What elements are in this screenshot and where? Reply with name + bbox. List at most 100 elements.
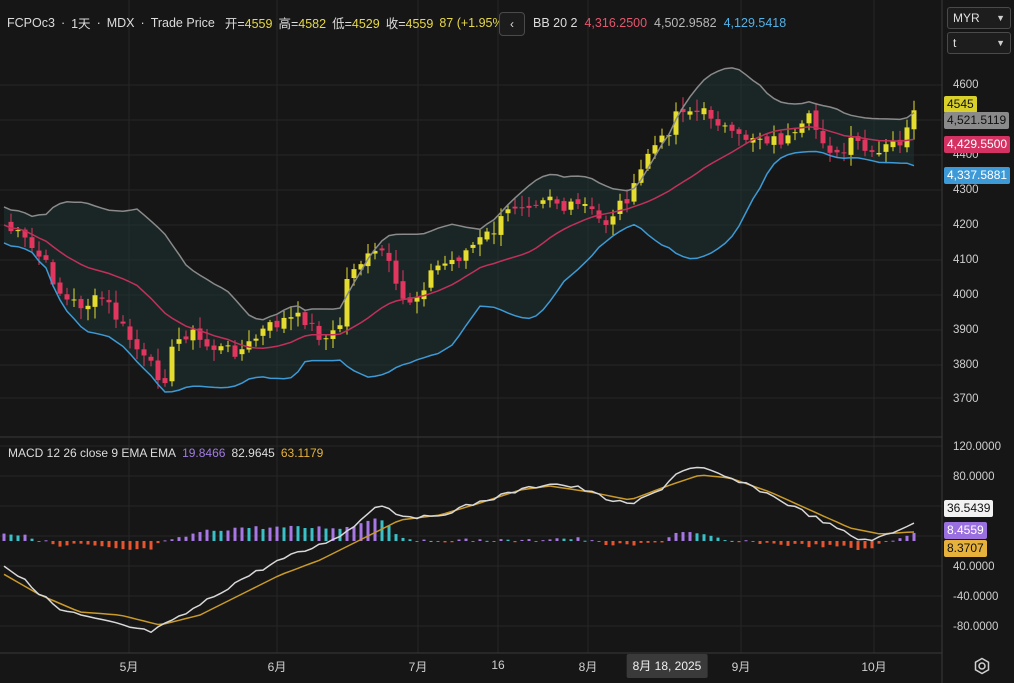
candle-body (813, 110, 819, 130)
histogram-bar (450, 541, 454, 543)
histogram-bar (597, 541, 601, 542)
histogram-bar (786, 541, 790, 546)
histogram-bar (660, 541, 664, 543)
candle-body (351, 269, 357, 279)
candle-body (484, 231, 490, 240)
candle-body (288, 317, 294, 319)
macd-axis-label: -40.0000 (953, 591, 999, 603)
candle-body (134, 339, 140, 350)
interval-label[interactable]: 1天 (71, 17, 91, 31)
candle-body (421, 290, 427, 300)
histogram-bar (149, 541, 153, 550)
histogram-bar (296, 526, 300, 541)
candle-body (449, 259, 455, 265)
histogram-bar (30, 538, 34, 541)
candle-body (827, 145, 833, 153)
bb-upper-tag: 4,521.5119 (944, 112, 1010, 129)
candle-body (883, 144, 889, 152)
candle-body (29, 237, 35, 249)
candle-body (512, 206, 518, 209)
candle-body (400, 281, 406, 299)
gear-icon[interactable] (973, 657, 991, 675)
candle-body (491, 233, 497, 235)
time-axis-label: 7月 (408, 660, 428, 674)
candle-body (295, 312, 301, 317)
price-axis-label: 4300 (953, 184, 979, 196)
unit-select[interactable]: t ▼ (947, 32, 1011, 54)
price-type-label: Trade Price (150, 15, 215, 30)
candle-body (8, 221, 14, 232)
open-value: 4559 (244, 17, 273, 31)
bollinger-band-area (4, 67, 914, 393)
candle-body (281, 317, 287, 329)
histogram-bar (275, 526, 279, 541)
histogram-bar (842, 541, 846, 546)
histogram-bar (471, 541, 475, 542)
candle-body (771, 136, 777, 145)
candle-body (785, 135, 791, 144)
currency-select[interactable]: MYR ▼ (947, 7, 1011, 29)
candle-body (869, 150, 875, 152)
macd-label[interactable]: MACD 12 26 close 9 EMA EMA (8, 446, 177, 460)
histogram-bar (758, 541, 762, 544)
open-label: 开= (224, 17, 245, 31)
candle-body (428, 270, 434, 288)
histogram-bar (849, 541, 853, 548)
candle-body (183, 336, 189, 340)
histogram-bar (863, 541, 867, 549)
histogram-bar (247, 527, 251, 541)
signal-line (3, 474, 915, 626)
close-label: 收= (385, 17, 406, 31)
price-axis-label: 4200 (953, 219, 979, 231)
candle-body (778, 133, 784, 145)
candle-body (729, 124, 735, 131)
histogram-bar (464, 538, 468, 541)
histogram-bar (65, 541, 69, 546)
candle-body (358, 264, 364, 270)
candle-body (757, 138, 763, 140)
candle-body (253, 338, 259, 341)
histogram-bar (611, 541, 615, 546)
histogram-bar (821, 541, 825, 548)
histogram-bar (730, 540, 734, 542)
candle-body (687, 111, 693, 115)
candle-body (701, 108, 707, 115)
candle-body (50, 262, 56, 285)
candle-body (232, 345, 238, 357)
candle-body (204, 339, 210, 347)
currency-value: MYR (953, 11, 980, 25)
high-value: 4582 (298, 17, 327, 31)
bollinger-band-lines (3, 67, 915, 393)
macd-histogram-value: 19.8466 (182, 446, 226, 460)
price-axis-label: 3800 (953, 359, 979, 371)
candle-body (407, 297, 413, 303)
histogram-bar (492, 541, 496, 542)
histogram-bar (9, 534, 13, 541)
histogram-bar (310, 528, 314, 541)
candle-body (36, 250, 42, 257)
histogram-bar (681, 532, 685, 541)
histogram-bar (653, 541, 657, 543)
candle-body (673, 111, 679, 135)
candle-body (715, 119, 721, 126)
candle-body (890, 140, 896, 148)
histogram-bar (289, 525, 293, 541)
histogram-bar (548, 539, 552, 541)
candle-body (855, 136, 861, 141)
candle-body (344, 279, 350, 327)
candle-body (162, 378, 168, 384)
candle-body (99, 297, 105, 299)
histogram-bar (163, 540, 167, 542)
collapse-legend-button[interactable]: ‹ (499, 12, 525, 36)
symbol-name[interactable]: FCPOc3 (7, 15, 55, 30)
candle-body (617, 200, 623, 214)
candle-body (568, 201, 574, 210)
candle-body (386, 252, 392, 261)
candle-body (120, 321, 126, 324)
bb-label[interactable]: BB 20 2 (533, 16, 578, 30)
histogram-bar (415, 541, 419, 542)
histogram-bar (317, 526, 321, 541)
histogram-bar (667, 537, 671, 541)
high-label: 高= (278, 17, 299, 31)
